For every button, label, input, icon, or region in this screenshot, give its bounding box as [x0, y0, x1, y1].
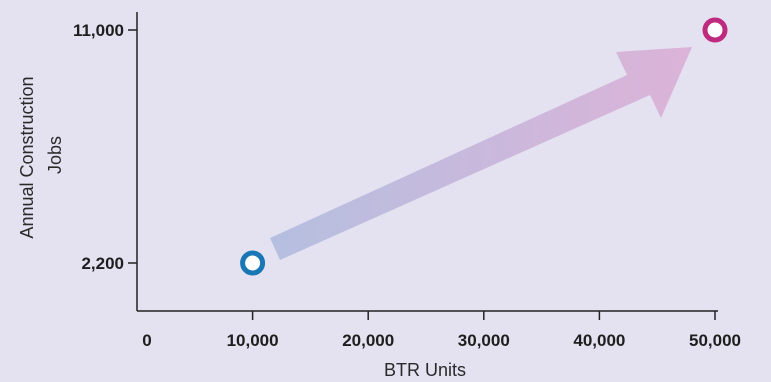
x-axis-title: BTR Units: [384, 360, 466, 380]
x-tick-label: 10,000: [227, 331, 279, 350]
x-tick-label: 30,000: [458, 331, 510, 350]
y-tick-label: 11,000: [73, 21, 124, 40]
y-axis-title-line-1: Annual Construction: [17, 76, 37, 238]
y-axis-title-line-2: Jobs: [45, 136, 65, 174]
data-point: [240, 250, 266, 276]
x-tick-label: 20,000: [342, 331, 394, 350]
x-tick-label: 50,000: [689, 331, 741, 350]
data-point: [702, 17, 728, 43]
x-tick-label: 0: [142, 331, 151, 350]
x-tick-label: 40,000: [573, 331, 625, 350]
trend-arrow: [270, 47, 692, 260]
y-tick-label: 2,200: [81, 254, 124, 273]
y-axis-title: Annual Construction Jobs: [17, 71, 65, 238]
